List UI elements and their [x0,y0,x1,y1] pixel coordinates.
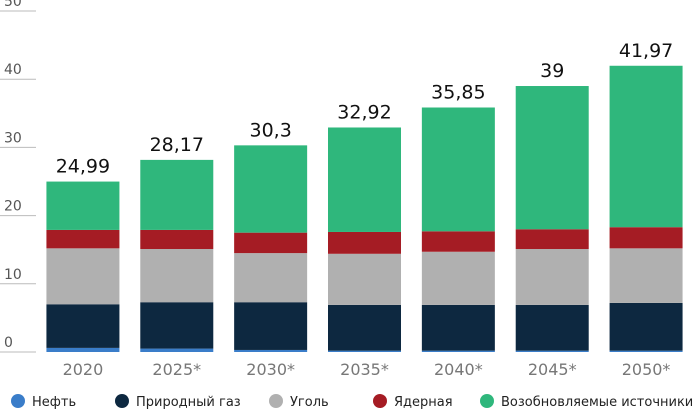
bar-segment [46,248,120,305]
bar-segment [515,249,589,305]
y-tick-label: 20 [4,199,22,215]
total-label: 41,97 [619,40,673,62]
legend-marker [115,394,129,408]
total-label: 24,99 [56,156,110,178]
bar-segment [421,350,495,352]
legend-marker [11,394,25,408]
total-label: 35,85 [431,82,485,104]
bar-segment [140,302,214,349]
bar-segment [609,248,683,303]
legend-label: Уголь [290,395,329,410]
bar-segment [46,304,120,348]
total-label: 30,3 [249,119,291,141]
bar-segment [234,145,308,233]
bar-segment [609,65,683,228]
bar-segment [421,304,495,351]
bar-segment [234,349,308,352]
bar-segment [234,302,308,350]
y-tick-label: 30 [4,130,22,146]
y-tick-label: 10 [4,267,22,283]
bar-segment [515,229,589,250]
legend-label: Возобновляемые источники [501,395,693,410]
bar-segment [609,302,683,351]
bar-segment [515,304,589,351]
legend-label: Природный газ [136,395,241,410]
bar-segment [46,181,120,230]
bar-segment [421,107,495,232]
bar-segment [421,251,495,305]
bar-segment [609,350,683,352]
legend-marker [269,394,283,408]
bar-segment [140,229,214,250]
legend-label: Нефть [32,395,76,410]
bar-segment [609,227,683,249]
total-label: 32,92 [337,101,391,123]
bar-segment [328,304,401,351]
bar-segment [328,127,401,232]
bar-segment [140,249,214,303]
x-tick-label: 2025* [152,360,201,379]
bar-segment [234,232,308,254]
bar-segment [328,253,401,305]
bar-segment [46,229,120,249]
y-tick-label: 50 [4,0,22,10]
y-tick-label: 40 [4,62,22,78]
total-label: 28,17 [150,134,204,156]
bar-segment [234,253,308,303]
legend-marker [373,394,387,408]
x-tick-label: 2045* [528,360,577,379]
y-tick-label: 0 [4,335,13,351]
x-tick-label: 2050* [622,360,671,379]
bar-segment [328,350,401,352]
x-tick-label: 2035* [340,360,389,379]
bar-segment [328,231,401,254]
bar-segment [421,231,495,252]
bar-segment [515,350,589,352]
bar-segment [515,86,589,230]
legend-label: Ядерная [394,395,453,410]
bar-segment [140,159,214,230]
bar-segment [140,348,214,352]
legend-marker [480,394,494,408]
x-tick-label: 2020 [63,360,104,379]
x-tick-label: 2030* [246,360,295,379]
total-label: 39 [540,60,564,82]
x-tick-label: 2040* [434,360,483,379]
bar-segment [46,347,120,352]
